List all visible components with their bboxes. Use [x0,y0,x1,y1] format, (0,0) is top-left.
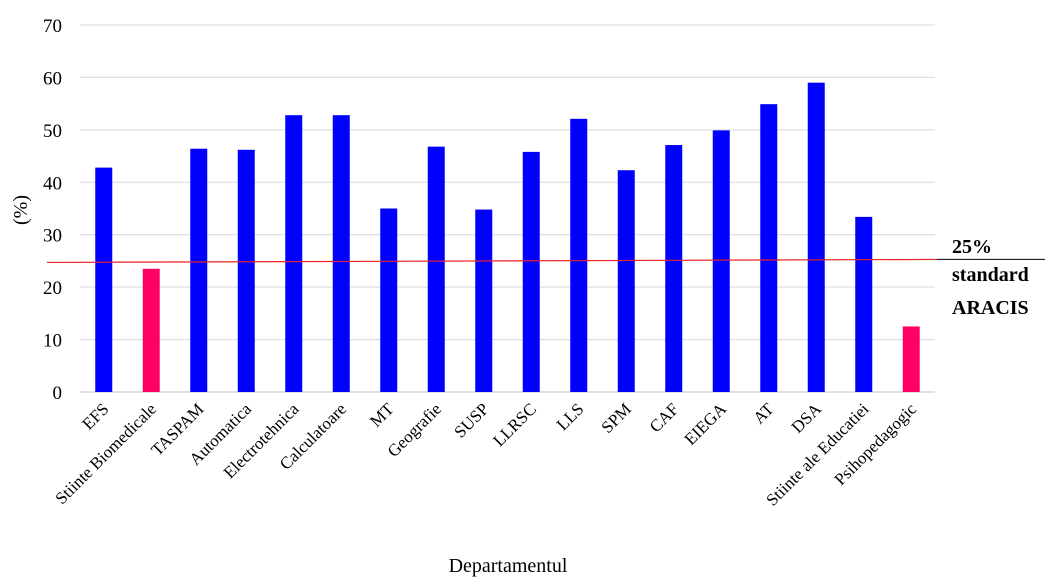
bars [95,82,920,393]
x-tick-label: MT [366,399,398,431]
reference-line [46,258,938,264]
y-axis-ticks: 0 10 20 30 40 50 60 70 [43,16,62,404]
reference-line-label-line: ARACIS [952,297,1029,319]
x-axis-title: Departamentul [449,555,568,577]
gridlines [80,24,935,393]
y-tick-label: 10 [43,331,62,352]
reference-line-group: 25% standard ARACIS [46,236,1045,319]
y-tick-label: 0 [53,383,63,404]
bar [237,149,255,392]
y-tick-label: 60 [43,68,62,89]
x-tick-label: EFS [78,399,112,433]
bar [807,82,825,393]
bar [855,216,873,392]
bar [570,118,588,393]
x-tick-label: SPM [598,399,635,436]
y-tick-label: 70 [43,16,62,37]
bar [712,130,730,393]
bar [95,167,113,392]
bar [665,145,683,392]
y-axis-title: (%) [10,195,32,225]
bar [522,151,540,392]
bar [332,115,350,393]
bar [902,326,920,392]
x-tick-label: LLS [553,399,588,434]
bar [617,170,635,392]
bar [760,104,778,392]
y-tick-label: 40 [43,173,62,194]
x-tick-label: EIEGA [681,399,731,449]
reference-line-label-line: 25% [952,236,992,258]
bar [380,208,398,392]
bar [142,268,160,392]
x-tick-label: SUSP [450,399,492,441]
bar [427,146,445,392]
reference-line-label-line: standard [952,264,1029,286]
y-tick-label: 30 [43,226,62,247]
x-tick-label: LLRSC [489,399,540,450]
bar [285,115,303,393]
x-tick-label: Psihopedagogic [831,399,921,489]
y-tick-label: 50 [43,121,62,142]
x-tick-label: DSA [788,399,826,437]
x-tick-label: CAF [646,399,683,436]
bar [475,209,493,392]
bar [190,148,208,392]
reference-line-label: 25% standard ARACIS [952,236,1029,319]
x-tick-label: AT [749,399,778,428]
y-tick-label: 20 [43,278,62,299]
